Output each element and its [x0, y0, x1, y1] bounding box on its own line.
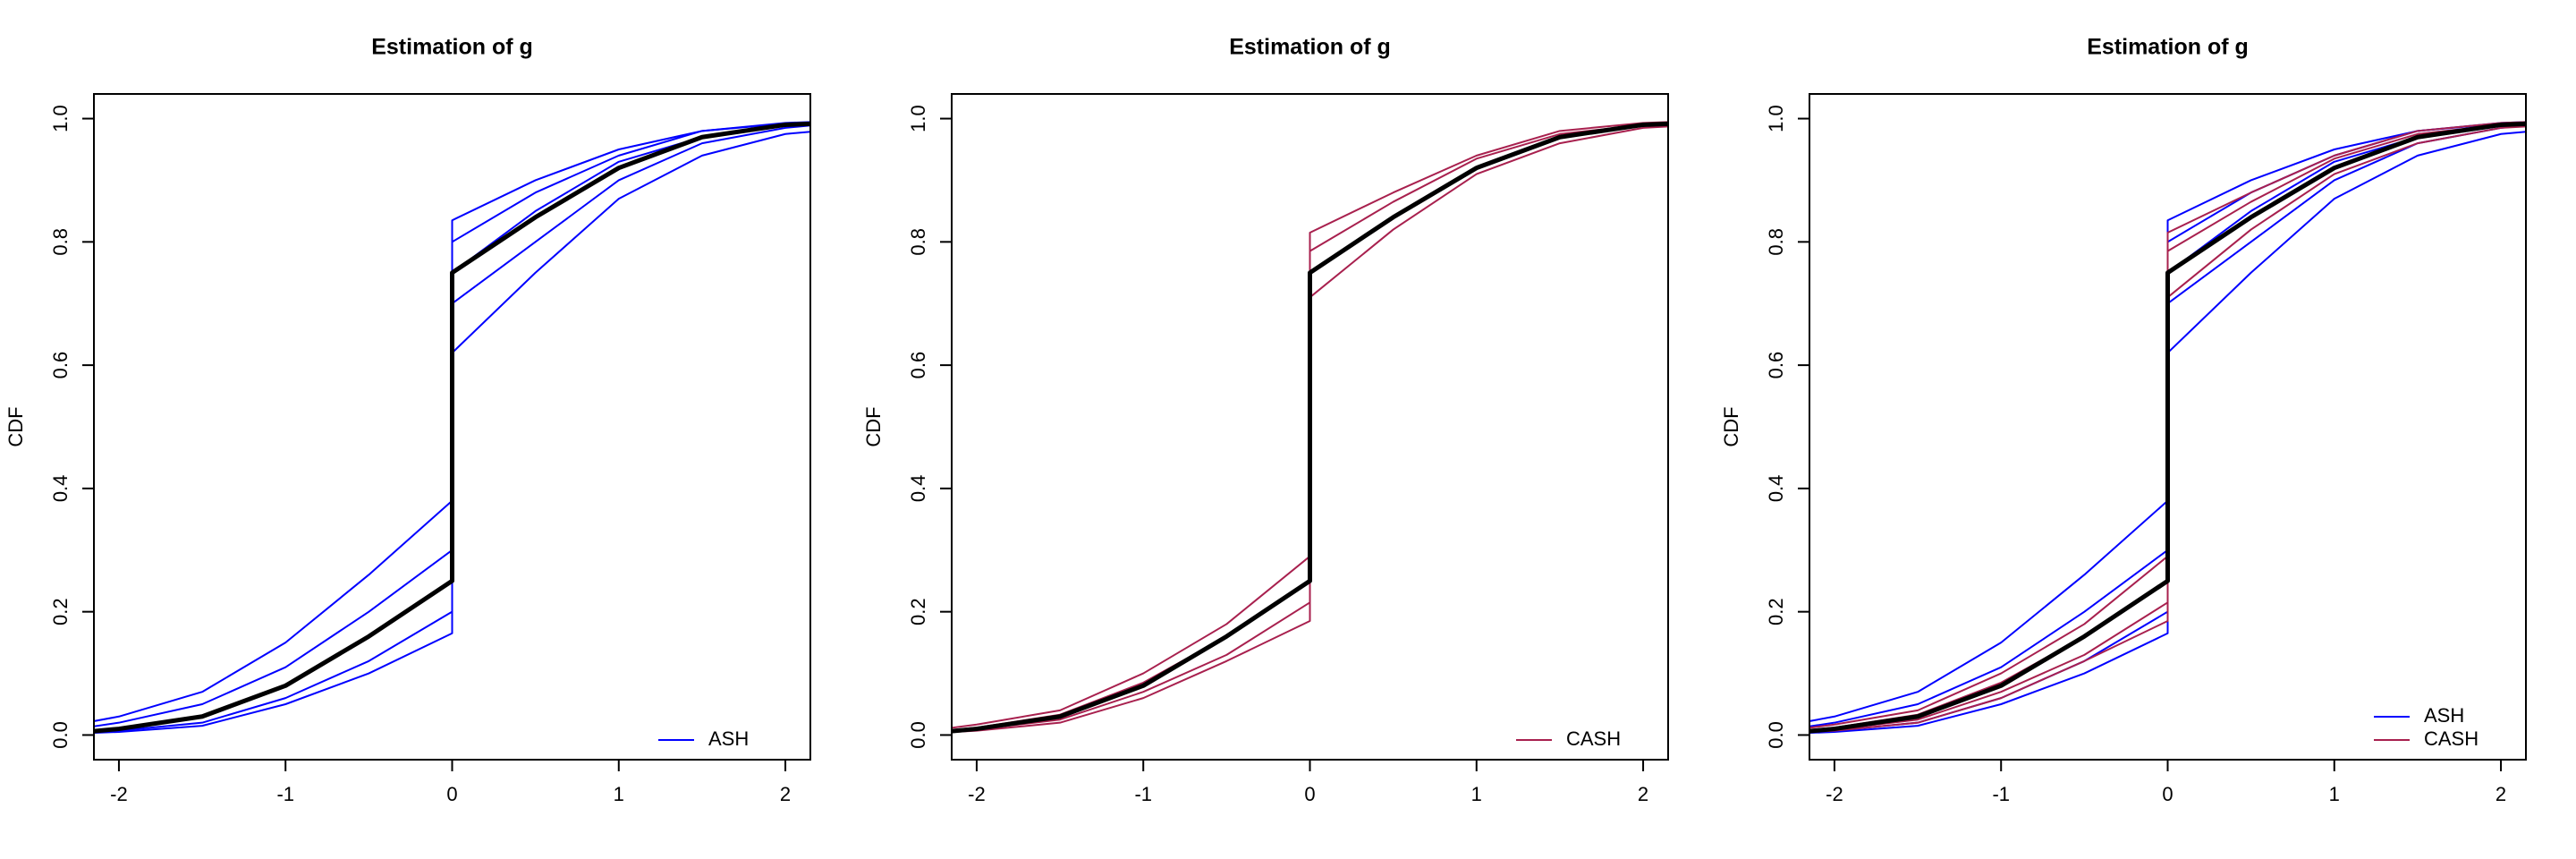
legend-label: CASH	[2424, 727, 2479, 750]
y-tick-label: 0.0	[907, 721, 929, 749]
x-tick-label: 0	[1304, 783, 1315, 805]
y-tick-label: 0.6	[907, 352, 929, 379]
x-tick-label: 1	[614, 783, 624, 805]
x-tick-label: 1	[2329, 783, 2340, 805]
x-tick-label: 2	[780, 783, 791, 805]
y-tick-label: 0.4	[1765, 475, 1787, 503]
y-tick-label: 0.2	[907, 598, 929, 625]
x-tick-label: -2	[968, 783, 986, 805]
x-tick-label: -1	[1134, 783, 1152, 805]
x-tick-label: -1	[276, 783, 294, 805]
x-tick-label: -2	[1826, 783, 1843, 805]
x-tick-label: 0	[2162, 783, 2173, 805]
x-tick-label: 2	[1638, 783, 1648, 805]
y-tick-label: 0.6	[49, 352, 72, 379]
y-tick-label: 0.2	[49, 598, 72, 625]
y-tick-label: 0.6	[1765, 352, 1787, 379]
y-tick-label: 0.8	[1765, 228, 1787, 256]
chart-title: Estimation of g	[1229, 35, 1391, 60]
chart-title: Estimation of g	[371, 35, 533, 60]
x-tick-label: 0	[446, 783, 457, 805]
y-tick-label: 0.8	[907, 228, 929, 256]
cdf-line	[952, 121, 1668, 734]
chart-title: Estimation of g	[2087, 35, 2249, 60]
y-tick-label: 0.4	[49, 475, 72, 503]
cdf-line	[1809, 121, 2526, 734]
y-tick-label: 0.0	[1765, 721, 1787, 749]
x-tick-label: 2	[2496, 783, 2506, 805]
y-axis-label: CDF	[1720, 406, 1742, 447]
y-tick-label: 0.2	[1765, 598, 1787, 625]
x-tick-label: -1	[1992, 783, 2010, 805]
legend-label: ASH	[2424, 704, 2464, 727]
legend-label: CASH	[1566, 727, 1621, 750]
legend-label: ASH	[708, 727, 749, 750]
y-tick-label: 0.4	[907, 475, 929, 503]
y-tick-label: 1.0	[49, 105, 72, 132]
plot-area	[1809, 121, 2526, 735]
plot-area	[94, 121, 810, 735]
y-axis-label: CDF	[4, 406, 27, 447]
plot-area	[952, 121, 1668, 734]
cdf-line	[94, 121, 810, 734]
x-tick-label: 1	[1471, 783, 1482, 805]
y-axis-label: CDF	[862, 406, 885, 447]
x-tick-label: -2	[110, 783, 128, 805]
y-tick-label: 0.8	[49, 228, 72, 256]
y-tick-label: 1.0	[907, 105, 929, 132]
y-tick-label: 0.0	[49, 721, 72, 749]
y-tick-label: 1.0	[1765, 105, 1787, 132]
